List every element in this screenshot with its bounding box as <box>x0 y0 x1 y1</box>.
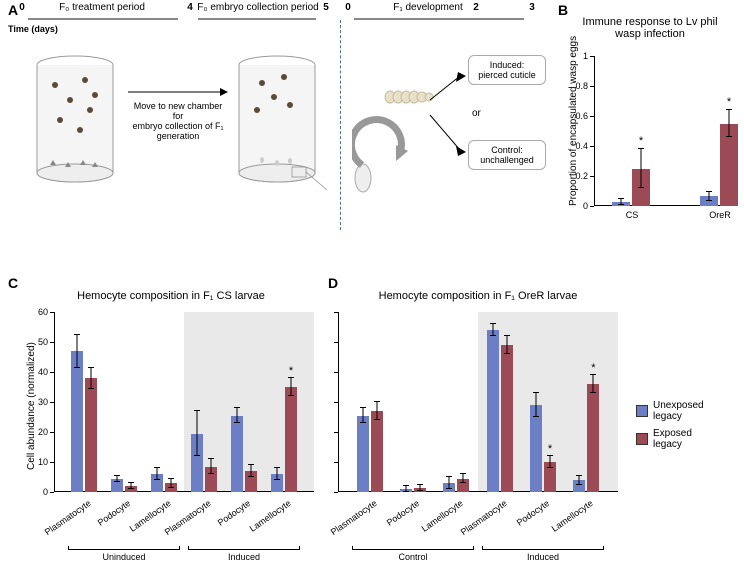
legend-item: Unexposed legacy <box>636 400 704 422</box>
vessel-2 <box>232 55 322 175</box>
legend-label: Exposed legacy <box>653 428 692 450</box>
f1-dev-text: F₁ development <box>393 2 463 13</box>
panel-b-title: Immune response to Lv phil wasp infectio… <box>560 16 740 40</box>
legend: Unexposed legacy Exposed legacy <box>636 400 704 456</box>
move-arrow-text: Move to new chamber for embryo collectio… <box>128 85 228 141</box>
timeline-f1: 0 F₁ development 2 3 <box>348 6 538 34</box>
panel-b-chart: Immune response to Lv phil wasp infectio… <box>560 16 740 236</box>
branch-arrows <box>428 70 468 163</box>
legend-swatch <box>636 405 648 417</box>
bar <box>285 387 297 492</box>
panel-c-chart: Hemocyte composition in F₁ CS larvae Cel… <box>20 290 322 560</box>
bar <box>231 416 243 493</box>
vessel-1 <box>30 55 120 175</box>
panel-d-label: D <box>328 275 338 291</box>
f0-collection-text: F₀ embryo collection period <box>197 2 318 13</box>
bar <box>501 345 513 492</box>
bar <box>71 351 83 492</box>
legend-item: Exposed legacy <box>636 428 704 450</box>
bar <box>487 330 499 492</box>
panel-a-label: A <box>8 2 18 18</box>
f0-treatment-text: F₀ treatment period <box>59 2 145 13</box>
control-box: Control: unchallenged <box>468 140 546 170</box>
bar <box>530 405 542 492</box>
bar <box>587 384 599 492</box>
time-days-label: Time (days) <box>8 24 58 34</box>
legend-swatch <box>636 433 648 445</box>
bar <box>371 411 383 492</box>
induced-box: Induced: pierced cuticle <box>468 55 546 85</box>
bar <box>357 416 369 493</box>
panel-d-title: Hemocyte composition in F₁ OreR larvae <box>332 290 624 302</box>
dev-arrow <box>352 115 412 178</box>
legend-label: Unexposed legacy <box>653 400 704 422</box>
dashed-divider <box>340 20 341 230</box>
panel-d-chart: Hemocyte composition in F₁ OreR larvae P… <box>332 290 624 560</box>
panel-c-title: Hemocyte composition in F₁ CS larvae <box>20 290 322 302</box>
panel-c-label: C <box>8 275 18 291</box>
timeline-f0: 0 F₀ treatment period 4 F₀ embryo collec… <box>22 6 332 34</box>
bar <box>85 378 97 492</box>
or-text: or <box>472 108 481 119</box>
